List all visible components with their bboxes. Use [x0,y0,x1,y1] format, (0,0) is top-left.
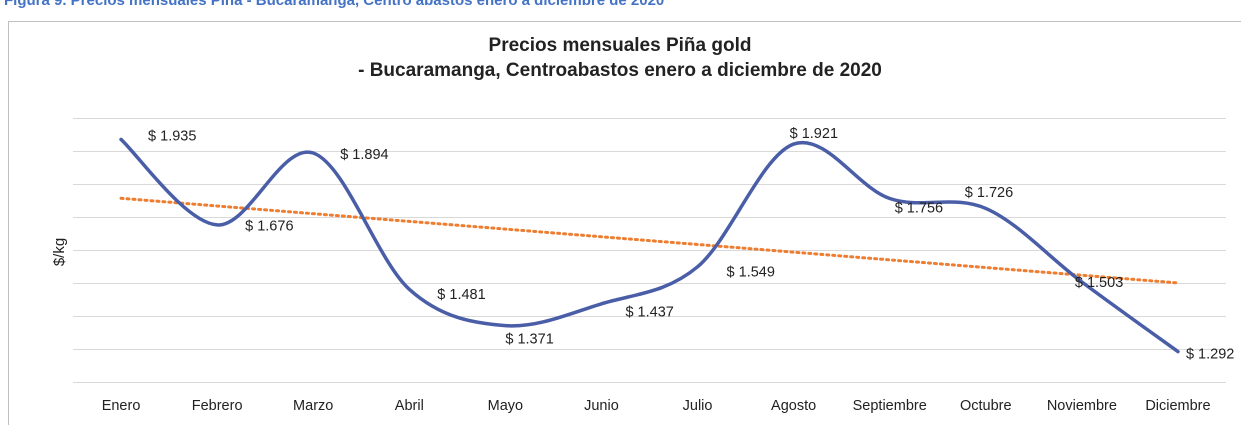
data-label: $ 1.676 [245,219,293,235]
x-tick-label: Diciembre [1145,398,1210,414]
chart-title: Precios mensuales Piña gold [489,35,752,56]
x-tick-label: Marzo [293,398,333,414]
x-tick-label: Febrero [192,398,243,414]
x-tick-label: Julio [683,398,713,414]
data-label: $ 1.894 [340,147,388,163]
x-tick-label: Octubre [960,398,1012,414]
x-tick-label: Noviembre [1047,398,1117,414]
data-label: $ 1.549 [727,265,775,281]
chart-title: - Bucaramanga, Centroabastos enero a dic… [358,60,882,81]
data-label: $ 1.503 [1075,275,1123,291]
x-tick-label: Abril [395,398,424,414]
figure-caption: Figura 9. Precios mensuales Piña - Bucar… [4,0,664,9]
data-label: $ 1.935 [148,128,196,144]
data-label: $ 1.921 [790,126,838,142]
data-label: $ 1.726 [965,185,1013,201]
data-label: $ 1.756 [895,200,943,216]
y-axis-label: $/kg [51,238,68,266]
trendline [119,196,1180,285]
data-label: $ 1.292 [1186,346,1234,362]
x-tick-label: Agosto [771,398,816,414]
x-tick-label: Enero [102,398,141,414]
data-label: $ 1.437 [625,305,673,321]
x-tick-label: Junio [584,398,619,414]
data-label: $ 1.371 [505,331,553,347]
chart-border [8,21,1241,425]
series-line [119,137,1180,354]
x-tick-label: Septiembre [853,398,927,414]
data-label: $ 1.481 [437,287,485,303]
x-tick-label: Mayo [488,398,523,414]
